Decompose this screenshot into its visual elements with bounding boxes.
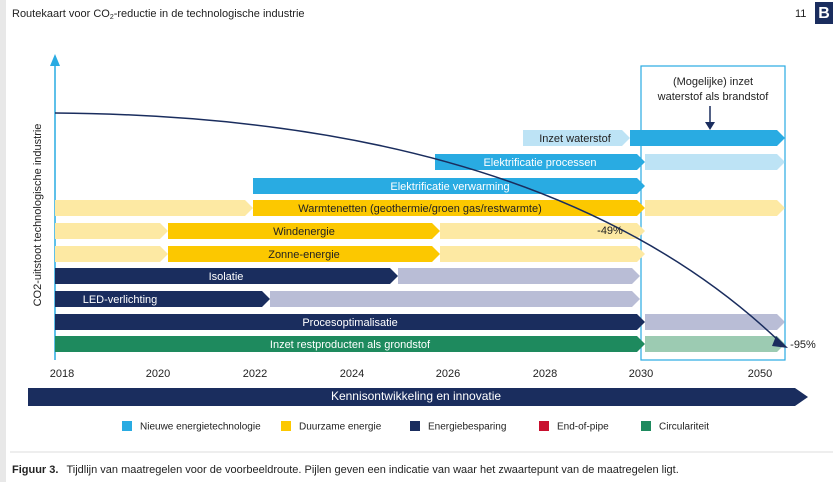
callout-line: waterstof als brandstof [657,91,770,103]
year-label: 2018 [50,368,74,380]
legend-label: Nieuwe energietechnologie [140,422,261,433]
bar-label: Inzet waterstof [539,133,611,145]
banner-text: Kennisontwikkeling en innovatie [331,389,501,403]
legend-label: Energiebesparing [428,422,506,433]
page-number: 11 [795,8,806,20]
bar-label: LED-verlichting [83,294,158,306]
year-label: 2022 [243,368,267,380]
callout-line: (Mogelijke) inzet [673,76,753,88]
legend-swatch [281,421,291,431]
logo: B [818,5,830,22]
bar-segment [435,154,645,170]
bar-segment [168,246,440,262]
bar-label: Zonne-energie [268,249,340,261]
bar-label: Elektrificatie verwarming [390,181,509,193]
bar-segment [55,246,168,262]
bar-segment [645,336,785,352]
bar-segment [270,291,640,307]
bar-segment [55,223,168,239]
bar-segment [55,336,645,352]
bar-segment [253,200,645,216]
y-axis-arrow [50,54,60,66]
legend-label: End-of-pipe [557,422,609,433]
co2-curve [54,112,781,343]
bar-segment [55,314,645,330]
legend-swatch [122,421,132,431]
bar-label: Warmtenetten (geothermie/groen gas/restw… [298,203,542,215]
legend-swatch [410,421,420,431]
bar-label: Inzet restproducten als grondstof [270,339,431,351]
bar-segment [55,200,253,216]
bar-segment [645,154,785,170]
legend-swatch [539,421,549,431]
bar-segment [440,223,645,239]
y-axis-label: CO2-uitstoot technologische industrie [32,124,44,307]
bar-label: Windenergie [273,226,335,238]
bar-segment [168,223,440,239]
year-label: 2020 [146,368,170,380]
bar-segment [645,200,785,216]
bar-segment [55,291,270,307]
legend-swatch [641,421,651,431]
year-label: 2026 [436,368,460,380]
year-label: 2030 [629,368,653,380]
annotation: -49% [597,225,623,237]
bar-label: Isolatie [209,271,244,283]
title: Routekaart voor CO2-reductie in de techn… [12,8,305,21]
bar-label: Elektrificatie processen [483,157,596,169]
callout-arrowhead [705,122,715,130]
year-label: 2028 [533,368,557,380]
banner-arrow [28,388,808,406]
bar-segment [440,246,645,262]
bar-label: Procesoptimalisatie [302,317,397,329]
bar-segment [55,268,398,284]
year-label: 2050 [748,368,772,380]
caption: Figuur 3. Tijdlijn van maatregelen voor d… [12,464,679,476]
year-label: 2024 [340,368,364,380]
bar-segment [523,130,630,146]
bar-segment [630,130,785,146]
page-edge [0,0,6,482]
annotation: -95% [790,339,816,351]
legend-label: Duurzame energie [299,422,382,433]
logo-box [815,2,833,24]
legend-label: Circulariteit [659,422,709,433]
bar-segment [253,178,645,194]
curve-arrow [772,336,788,348]
bar-segment [645,314,785,330]
future-box [640,65,786,361]
bar-segment [398,268,640,284]
